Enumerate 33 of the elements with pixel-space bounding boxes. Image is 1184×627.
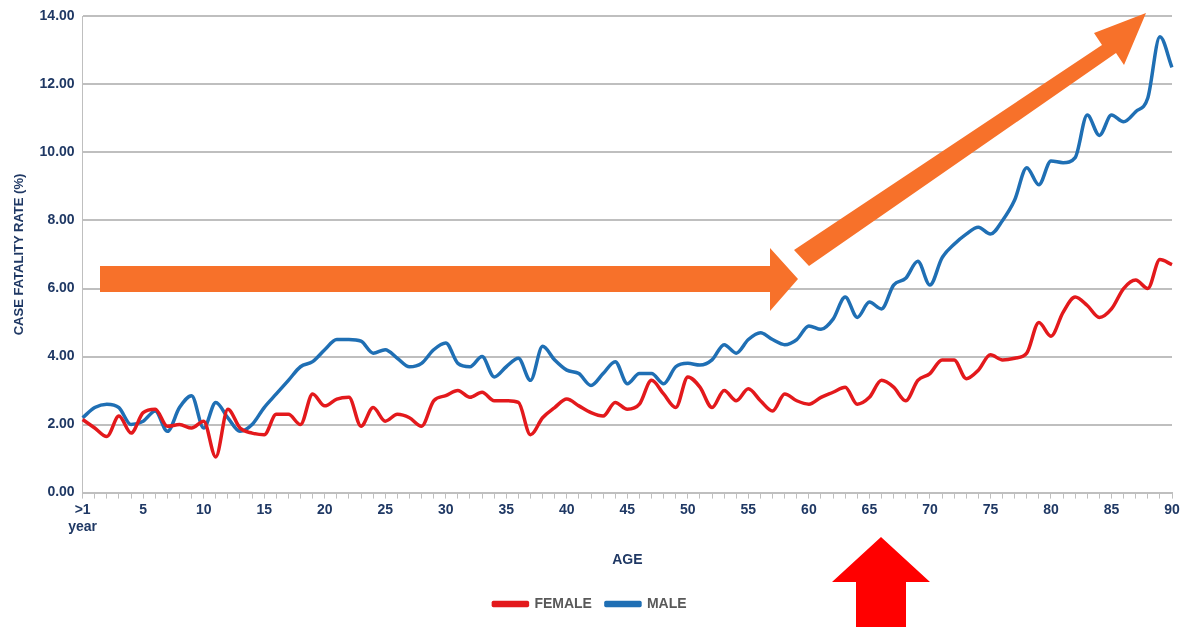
x-tick-label: 40 — [559, 500, 575, 517]
legend-label: MALE — [646, 594, 687, 611]
x-tick-label: 30 — [437, 500, 454, 517]
x-tick-label: 85 — [1103, 500, 1120, 517]
x-tick-label: 35 — [498, 500, 515, 517]
x-tick-label: 60 — [801, 500, 817, 517]
x-axis-title: AGE — [612, 551, 643, 568]
x-tick-label: 50 — [680, 500, 696, 517]
x-tick-label: 10 — [195, 500, 212, 517]
y-tick-label: 0.00 — [47, 483, 75, 500]
x-tick-label: 65 — [861, 500, 878, 517]
line-series — [80, 257, 1174, 459]
legend-label: FEMALE — [534, 594, 592, 611]
y-tick-label: 4.00 — [47, 347, 75, 364]
x-tick-label: 70 — [922, 500, 938, 517]
x-tick-label: 25 — [377, 500, 394, 517]
x-tick-label: 15 — [256, 500, 273, 517]
y-tick-label: 2.00 — [47, 415, 75, 432]
y-axis-title: CASE FATALITY RATE (%) — [11, 173, 27, 336]
x-tick-label: 80 — [1043, 500, 1059, 517]
y-tick-label: 8.00 — [47, 211, 75, 228]
line-series — [80, 35, 1174, 434]
x-tick-label: >1 year — [68, 500, 98, 534]
y-tick-label: 10.00 — [39, 143, 75, 160]
x-tick-label: 75 — [982, 500, 999, 517]
x-tick-label: 20 — [316, 500, 333, 517]
x-tick-label: 55 — [740, 500, 757, 517]
y-tick-label: 12.00 — [39, 75, 75, 92]
x-tick-label: 45 — [619, 500, 636, 517]
x-tick-label: 5 — [139, 500, 148, 517]
x-tick-label: 90 — [1164, 500, 1180, 517]
y-tick-label: 6.00 — [47, 279, 75, 296]
y-tick-label: 14.00 — [39, 7, 75, 24]
